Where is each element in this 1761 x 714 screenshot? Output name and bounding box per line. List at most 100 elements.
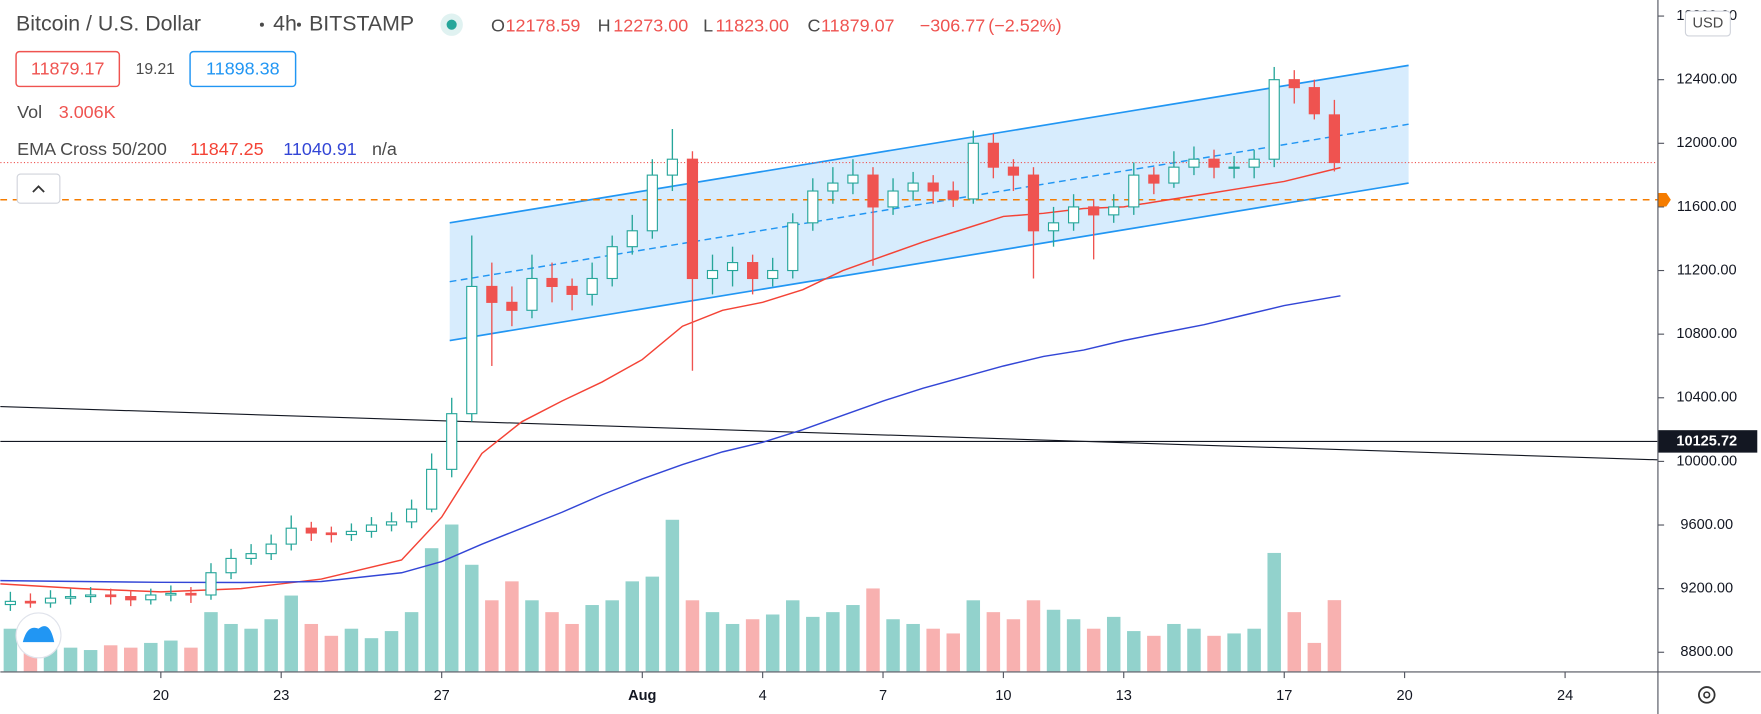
alert-marker (1658, 193, 1671, 207)
candle-body (245, 553, 257, 559)
candle-body (1067, 206, 1080, 224)
candle-body (546, 277, 558, 288)
y-tick-label: 10000.00 (1676, 453, 1737, 469)
volume-bar (1066, 619, 1081, 672)
candle-body (325, 532, 337, 536)
sell-button[interactable] (15, 50, 121, 88)
price-axis-bg (1658, 0, 1761, 714)
volume-bar (204, 612, 218, 672)
candle-body (4, 600, 16, 606)
candle-body (706, 269, 719, 280)
volume-bar (906, 623, 920, 672)
volume-bar (545, 612, 559, 672)
candle-body (385, 521, 398, 526)
ask-price[interactable]: 11898.38 (206, 58, 280, 78)
candle-body (426, 468, 438, 510)
x-tick-label: 4 (759, 688, 767, 704)
volume-bar (1046, 609, 1061, 672)
market-status-dot (446, 19, 457, 30)
volume-bar (164, 640, 178, 672)
volume-bar (244, 628, 258, 672)
volume-bar (826, 612, 840, 672)
ema-slow-line (0, 295, 1341, 584)
volume-bar (786, 600, 800, 672)
candle-body (1128, 174, 1140, 208)
collapse-icon (32, 185, 45, 193)
volume-bar (1006, 619, 1021, 672)
bid-price[interactable]: 11879.17 (31, 58, 105, 78)
volume-bar (424, 548, 439, 672)
y-tick-label: 12000.00 (1676, 135, 1737, 151)
currency-button[interactable] (1684, 10, 1731, 37)
price-line-badge (1658, 430, 1758, 453)
ohlc-key: H (598, 16, 611, 36)
y-tick-label: 11600.00 (1677, 199, 1737, 215)
collapse-button[interactable] (16, 173, 61, 204)
candle-body (646, 174, 658, 232)
candle-body (506, 301, 518, 311)
candle-body (847, 174, 859, 184)
separator (296, 22, 301, 27)
candle-body (1308, 87, 1320, 115)
volume-bar (1127, 631, 1141, 672)
candle-body (907, 182, 919, 192)
candle-body (606, 246, 618, 280)
settings-icon[interactable] (1698, 686, 1716, 704)
ema-cross-value: n/a (372, 139, 397, 159)
trendline (0, 405, 1658, 461)
volume-bar (765, 614, 780, 672)
volume-bar (1086, 628, 1101, 672)
candle-body (205, 572, 217, 596)
volume-bar (846, 605, 860, 672)
volume-label: Vol (17, 102, 42, 122)
candle-body (967, 142, 979, 200)
candle-body (686, 158, 699, 280)
symbol-name: Bitcoin / U.S. Dollar (16, 11, 201, 35)
exchange: BITSTAMP (309, 11, 414, 35)
logo-mark (22, 626, 55, 643)
volume-bar (1307, 642, 1322, 672)
ohlc-value: 12178.59 (506, 16, 581, 36)
overlay: Bitcoin / U.S. Dollar 4h BITSTAMP O 1217… (15, 11, 1062, 659)
candle-body (125, 596, 137, 601)
ema-fast-value: 11847.25 (190, 139, 264, 159)
volume-bar (585, 605, 599, 672)
candle-body (1248, 158, 1260, 168)
candle-body (105, 594, 117, 598)
candle-body (24, 600, 37, 604)
volume-bar (465, 564, 479, 672)
x-tick-label: 7 (879, 688, 887, 704)
candle-body (1027, 174, 1040, 232)
volume-bar (946, 633, 960, 672)
candle-body (345, 530, 358, 536)
candle-body (927, 182, 939, 192)
candle-body (1188, 158, 1200, 168)
candle-body (145, 594, 157, 601)
volume-bar (745, 619, 760, 672)
x-tick-label: 20 (153, 688, 169, 704)
volume-bar (1227, 633, 1241, 672)
candle-body (1088, 206, 1100, 216)
candle-body (285, 527, 297, 545)
volume-bar (1327, 600, 1342, 672)
candle-body (1208, 158, 1220, 168)
x-tick-label: 27 (434, 688, 450, 704)
volume-bar (224, 623, 238, 672)
buy-button[interactable] (189, 50, 297, 88)
currency[interactable]: USD (1692, 15, 1723, 31)
ohlc-value: 12273.00 (613, 16, 688, 36)
volume-bar (324, 635, 339, 672)
volume-bar (886, 619, 900, 672)
volume-bar (384, 631, 399, 672)
volume-bar (124, 647, 138, 672)
plot-area (0, 64, 1658, 672)
volume-bar (404, 612, 419, 672)
y-tick-label: 10400.00 (1676, 390, 1737, 406)
volume-bar (525, 600, 539, 672)
volume-bar (685, 600, 700, 672)
volume-bar (364, 638, 379, 672)
x-tick-label: 24 (1557, 688, 1573, 704)
candle-body (1268, 79, 1280, 160)
spread: 19.21 (136, 61, 175, 78)
